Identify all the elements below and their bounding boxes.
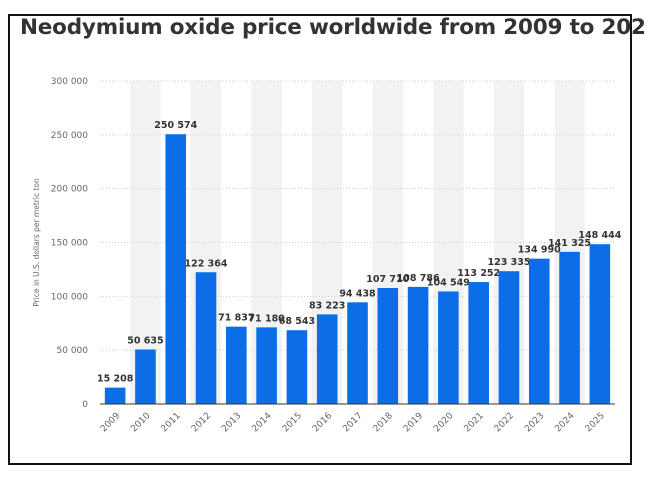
- bar: [286, 330, 308, 404]
- bar-value-label: 108 786: [397, 273, 440, 284]
- bar: [377, 288, 399, 404]
- bar-value-label: 68 543: [279, 316, 315, 327]
- bar: [226, 326, 247, 404]
- y-tick-label: 250 000: [51, 131, 88, 141]
- x-tick-label: 2015: [281, 411, 304, 434]
- bar-value-label: 148 444: [578, 230, 621, 241]
- bar: [256, 327, 277, 404]
- bar-value-label: 122 364: [185, 258, 228, 269]
- y-tick-label: 300 000: [51, 77, 88, 87]
- bar-value-label: 113 252: [457, 268, 500, 279]
- y-tick-label: 150 000: [51, 239, 88, 249]
- x-tick-label: 2016: [311, 411, 334, 434]
- bar-value-label: 83 223: [309, 300, 345, 311]
- bar: [498, 271, 520, 404]
- bar: [104, 387, 126, 404]
- bar: [468, 282, 489, 404]
- y-tick-label: 50 000: [57, 346, 89, 356]
- x-tick-label: 2010: [129, 411, 152, 434]
- x-tick-label: 2024: [553, 411, 576, 434]
- bar-value-label: 71 180: [248, 313, 285, 324]
- x-tick-label: 2009: [99, 411, 122, 434]
- y-tick-label: 200 000: [51, 185, 88, 195]
- x-tick-label: 2023: [523, 411, 546, 434]
- x-tick-label: 2018: [372, 411, 395, 434]
- x-tick-label: 2011: [160, 411, 183, 434]
- bar-value-label: 15 208: [97, 374, 134, 385]
- x-tick-label: 2021: [463, 411, 486, 434]
- x-tick-label: 2017: [341, 411, 364, 434]
- bar-value-label: 141 325: [548, 238, 591, 249]
- bar: [559, 251, 580, 404]
- y-tick-label: 100 000: [51, 292, 88, 302]
- bar-value-label: 107 710: [366, 274, 409, 285]
- bar: [528, 258, 550, 404]
- x-tick-label: 2014: [250, 411, 273, 434]
- x-tick-label: 2012: [190, 411, 213, 434]
- x-tick-label: 2025: [584, 411, 607, 434]
- bar-value-label: 50 635: [127, 335, 163, 346]
- bar-value-label: 104 549: [427, 277, 470, 288]
- x-tick-label: 2022: [493, 411, 516, 434]
- x-tick-label: 2020: [432, 411, 455, 434]
- bar-value-label: 123 335: [487, 257, 530, 268]
- bar: [135, 349, 156, 404]
- bar: [347, 302, 368, 404]
- y-tick-label: 0: [82, 400, 88, 410]
- chart-title: Neodymium oxide price worldwide from 200…: [20, 15, 647, 40]
- x-tick-label: 2013: [220, 411, 243, 434]
- bar-value-label: 250 574: [154, 120, 197, 131]
- y-axis-title: Price in U.S. dollars per metric ton: [32, 178, 41, 307]
- bar-value-label: 134 990: [518, 245, 561, 256]
- bar: [195, 272, 217, 404]
- bar: [165, 134, 187, 404]
- bar: [316, 314, 338, 404]
- bar-value-label: 94 438: [339, 288, 376, 299]
- bar: [589, 244, 611, 404]
- bar-value-label: 71 837: [218, 313, 254, 324]
- bar: [438, 291, 459, 404]
- bar: [407, 286, 429, 404]
- x-tick-label: 2019: [402, 411, 425, 434]
